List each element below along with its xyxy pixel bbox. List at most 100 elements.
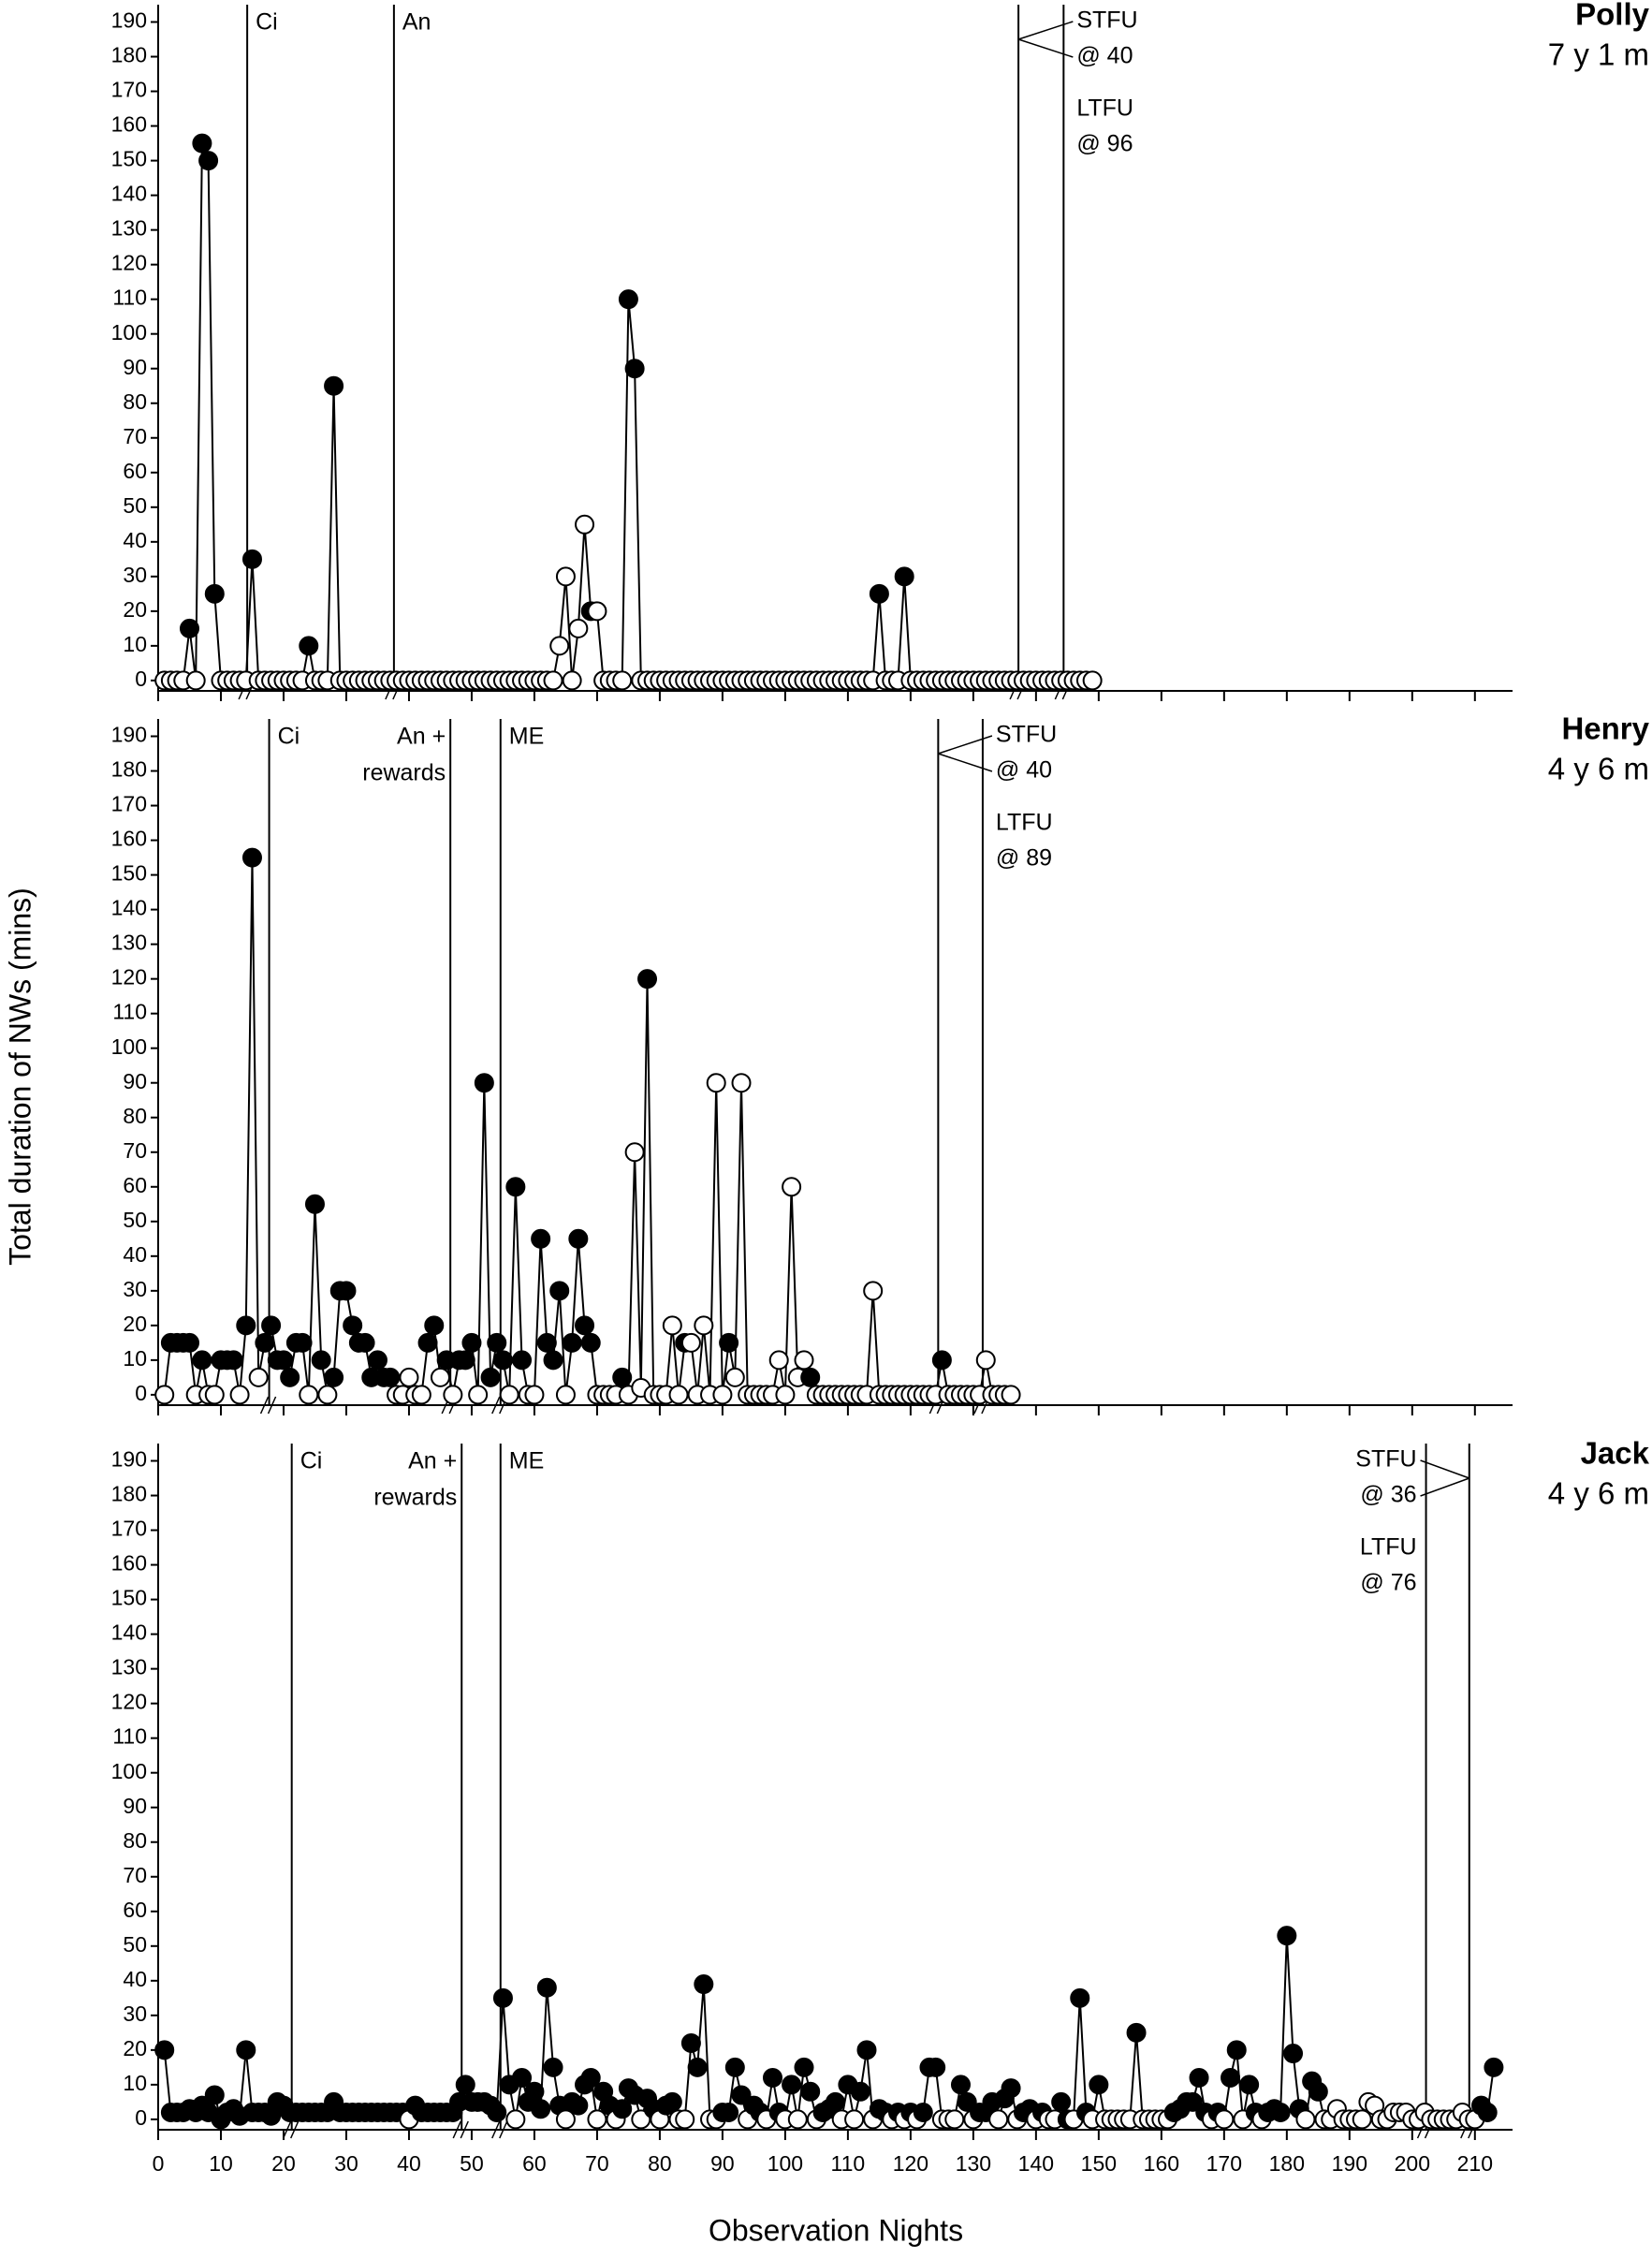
point-filled	[856, 2040, 877, 2060]
y-tick-label: 120	[111, 1690, 147, 1714]
point-filled	[179, 1332, 199, 1353]
stfu-label: @ 40	[1076, 43, 1133, 69]
point-open	[782, 1177, 802, 1197]
point-filled	[1051, 2091, 1072, 2112]
point-filled	[1189, 2067, 1209, 2088]
point-filled	[461, 1332, 482, 1353]
panel-subtitle: 4 y 6 m	[1548, 752, 1649, 786]
x-tick-label: 150	[1081, 2151, 1117, 2176]
point-filled	[543, 1350, 563, 1371]
point-filled	[198, 151, 219, 171]
axis-break	[267, 1396, 277, 1415]
axis-break	[460, 2120, 469, 2139]
ltfu-label: LTFU	[1360, 1534, 1417, 1561]
point-filled	[531, 2099, 551, 2119]
stfu-label: STFU	[1076, 7, 1137, 34]
y-tick-label: 70	[123, 1138, 147, 1163]
point-filled	[204, 583, 225, 604]
point-open	[863, 1281, 884, 1301]
point-filled	[719, 1332, 739, 1353]
point-open	[794, 1350, 814, 1371]
y-tick-label: 60	[123, 1898, 147, 1922]
point-filled	[512, 2067, 533, 2088]
y-tick-label: 90	[123, 1794, 147, 1818]
x-tick-label: 200	[1395, 2151, 1430, 2176]
axis-break	[283, 2120, 292, 2139]
panel-subtitle: 4 y 6 m	[1548, 1476, 1649, 1511]
point-open	[443, 1385, 463, 1405]
point-filled	[800, 2081, 821, 2102]
phase-label: An	[402, 9, 431, 36]
y-tick-label: 130	[111, 931, 147, 955]
point-filled	[343, 1315, 363, 1336]
point-filled	[568, 2095, 589, 2116]
point-open	[731, 1073, 752, 1093]
y-tick-label: 40	[123, 528, 147, 552]
point-open	[694, 1315, 714, 1336]
y-tick-label: 170	[111, 1517, 147, 1541]
stfu-arrow	[938, 753, 993, 772]
point-open	[631, 2109, 651, 2130]
point-open	[712, 1385, 733, 1405]
y-tick-label: 190	[111, 1447, 147, 1472]
axis-break	[491, 1396, 501, 1415]
point-open	[555, 566, 576, 587]
y-tick-label: 50	[123, 493, 147, 518]
y-tick-label: 100	[111, 1034, 147, 1059]
y-tick-label: 80	[123, 1828, 147, 1853]
y-tick-label: 20	[123, 2036, 147, 2060]
point-filled	[1089, 2075, 1109, 2095]
point-filled	[487, 2102, 507, 2122]
point-filled	[1001, 2078, 1021, 2099]
point-filled	[192, 1350, 212, 1371]
y-tick-label: 190	[111, 8, 147, 33]
y-tick-label: 150	[111, 147, 147, 171]
point-filled	[236, 1315, 256, 1336]
point-filled	[292, 1332, 313, 1353]
point-filled	[324, 375, 344, 396]
y-tick-label: 100	[111, 320, 147, 345]
y-tick-label: 70	[123, 424, 147, 448]
point-open	[555, 2109, 576, 2130]
point-filled	[826, 2091, 845, 2112]
x-tick-label: 0	[153, 2151, 165, 2176]
point-filled	[719, 2102, 739, 2122]
point-open	[587, 2109, 607, 2130]
ltfu-label: @ 76	[1360, 1570, 1416, 1596]
point-open	[185, 670, 206, 691]
point-filled	[1477, 2102, 1498, 2122]
y-tick-label: 90	[123, 1069, 147, 1093]
point-filled	[324, 1367, 344, 1387]
point-open	[775, 1385, 796, 1405]
point-filled	[241, 847, 262, 868]
point-open	[975, 1350, 996, 1371]
point-filled	[850, 2081, 870, 2102]
phase-label: An +	[408, 1448, 457, 1474]
point-open	[1352, 2109, 1372, 2130]
point-filled	[1283, 2044, 1304, 2064]
point-open	[575, 514, 595, 535]
point-filled	[154, 2040, 175, 2060]
point-filled	[1484, 2057, 1504, 2077]
stfu-arrow	[1017, 38, 1074, 58]
x-tick-label: 180	[1269, 2151, 1305, 2176]
y-tick-label: 90	[123, 355, 147, 379]
x-tick-label: 90	[710, 2151, 735, 2176]
point-filled	[694, 1974, 714, 1995]
panel-title: Henry	[1561, 711, 1649, 746]
point-filled	[1070, 1987, 1090, 2008]
stfu-arrow	[1017, 21, 1074, 40]
point-filled	[957, 2091, 977, 2112]
point-filled	[931, 1350, 952, 1371]
point-filled	[662, 2091, 682, 2112]
point-open	[468, 1385, 489, 1405]
axis-break	[491, 2120, 501, 2139]
data-line	[164, 142, 1093, 682]
x-tick-label: 190	[1332, 2151, 1367, 2176]
point-open	[724, 1367, 745, 1387]
point-filled	[680, 2032, 701, 2053]
point-open	[299, 1385, 319, 1405]
axis-break	[499, 2120, 508, 2139]
x-tick-label: 130	[956, 2151, 991, 2176]
